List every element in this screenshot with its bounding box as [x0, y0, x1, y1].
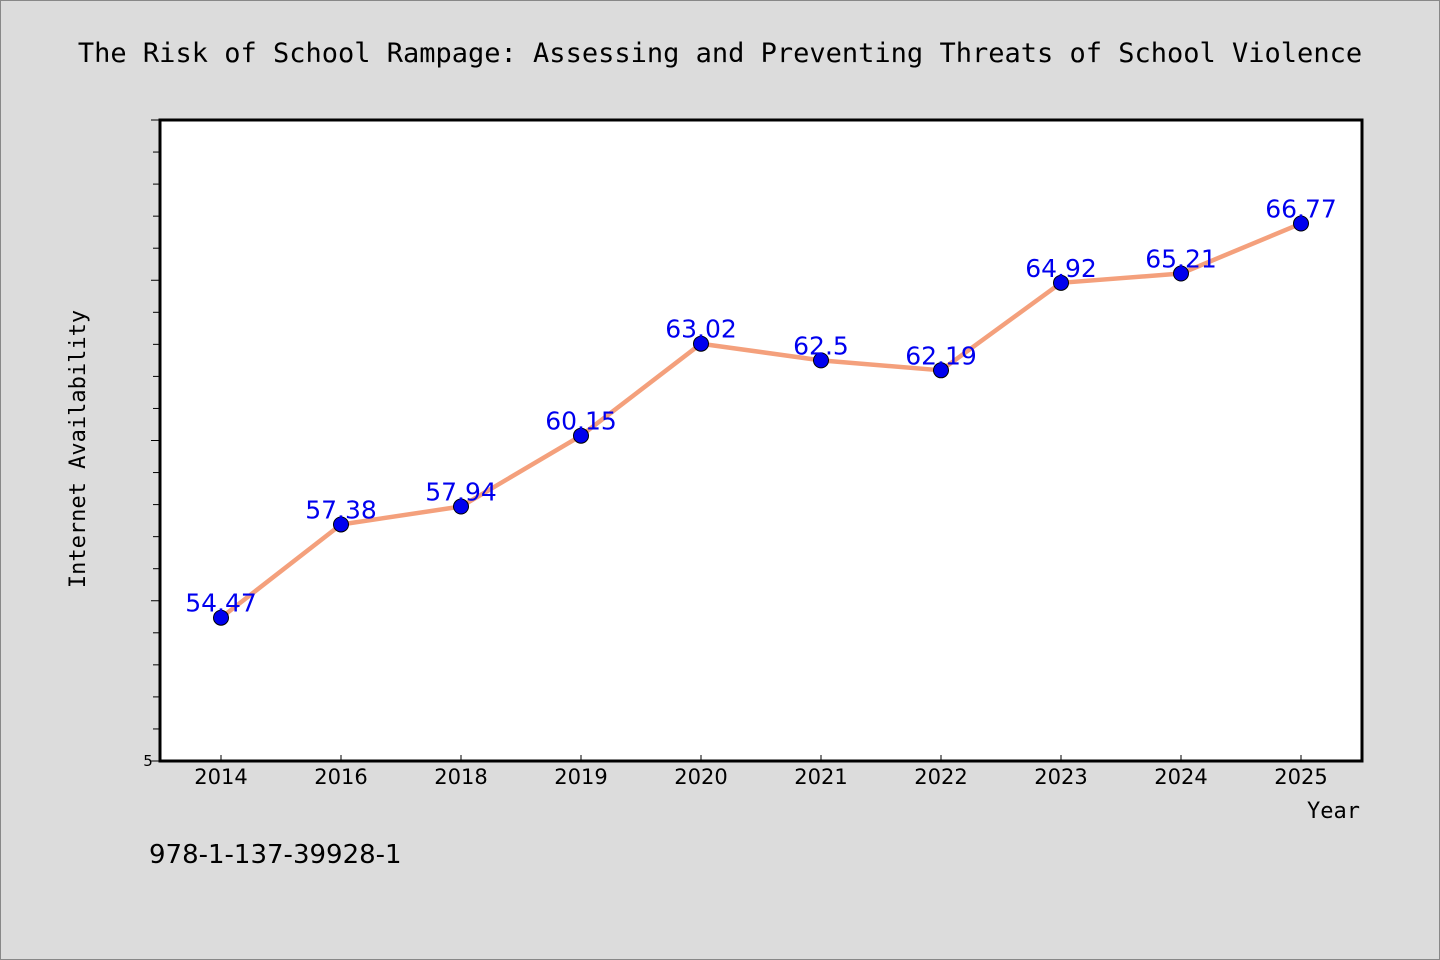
data-label: 54.47	[185, 589, 257, 618]
data-point	[573, 427, 589, 444]
data-label: 62.5	[793, 331, 849, 360]
x-axis-title: Year	[1307, 799, 1360, 824]
isbn-text: 978-1-137-39928-1	[149, 840, 402, 870]
x-tick-label: 2021	[794, 765, 847, 789]
x-axis-tick-labels: 2014 2016 2018 2019 2020 2021 2022 2023 2024 2025	[194, 765, 1327, 789]
data-label: 57.38	[305, 495, 377, 524]
data-label: 66.77	[1265, 195, 1337, 224]
x-tick-label: 2024	[1154, 765, 1207, 789]
x-tick-label: 2022	[914, 765, 967, 789]
data-point	[333, 516, 349, 533]
data-point	[1293, 215, 1309, 232]
x-tick-label: 2018	[434, 765, 487, 789]
x-tick-label: 2019	[554, 765, 607, 789]
data-point	[1173, 265, 1189, 282]
data-point	[693, 335, 709, 352]
data-label: 57.94	[425, 478, 497, 507]
y-axis-ticks	[151, 119, 160, 762]
data-label: 64.92	[1025, 254, 1097, 283]
data-label: 62.19	[905, 341, 977, 370]
data-point	[933, 362, 949, 379]
y-tick-label: 5	[143, 752, 153, 770]
x-tick-label: 2023	[1034, 765, 1087, 789]
x-axis-ticks	[220, 755, 1302, 761]
data-label: 65.21	[1145, 245, 1217, 274]
data-label: 60.15	[545, 407, 617, 436]
y-axis-title: Internet Availability	[66, 310, 91, 588]
data-label: 63.02	[665, 315, 737, 344]
data-labels: 54.47 57.38 57.94 60.15 63.02 62.5 62.19 64.92 6…	[185, 195, 1337, 618]
data-point	[213, 609, 229, 626]
x-tick-label: 2025	[1274, 765, 1327, 789]
x-tick-label: 2016	[314, 765, 367, 789]
chart-title: The Risk of School Rampage: Assessing an…	[78, 38, 1362, 69]
data-point	[1053, 274, 1069, 291]
data-markers	[213, 215, 1309, 626]
plot-area	[158, 118, 1364, 763]
x-tick-label: 2014	[194, 765, 247, 789]
series-line	[218, 221, 1304, 620]
x-tick-label: 2020	[674, 765, 727, 789]
data-point	[813, 352, 829, 369]
data-point	[453, 498, 469, 515]
